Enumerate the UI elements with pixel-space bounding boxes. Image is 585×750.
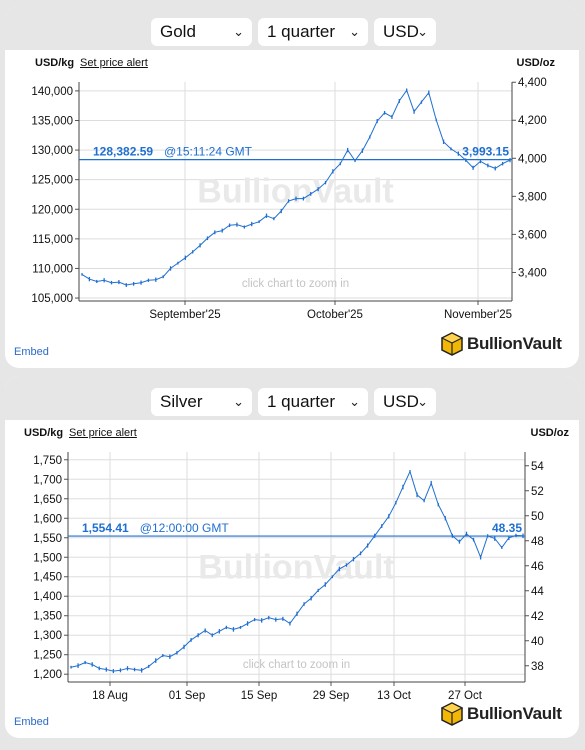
- metal-select[interactable]: Silver ⌄: [151, 388, 252, 416]
- unit-right-label: USD/oz: [530, 427, 570, 439]
- y-tick-label: 1,250: [33, 650, 62, 662]
- x-tick-label: 29 Sep: [313, 690, 349, 702]
- current-price-value: 128,382.59: [93, 145, 153, 159]
- period-select-value: 1 quarter: [267, 22, 336, 41]
- y-tick-label: 110,000: [32, 263, 73, 275]
- y2-tick-label: 4,200: [518, 115, 547, 127]
- y-tick-label: 1,300: [33, 630, 62, 642]
- chevron-down-icon: ⌄: [349, 24, 360, 39]
- embed-link[interactable]: Embed: [14, 716, 49, 728]
- currency-select[interactable]: USD ⌄: [374, 388, 436, 416]
- chevron-down-icon: ⌄: [233, 24, 244, 39]
- currency-select-value: USD: [383, 392, 419, 411]
- silver-price-chart[interactable]: 1,200 1,250 1,300 1,350 1,400 1,450 1,500 1,550…: [5, 444, 579, 714]
- y2-tick-label: 46: [531, 561, 544, 573]
- bullionvault-cube-icon: [441, 332, 463, 356]
- current-price-value: 1,554.41: [82, 521, 129, 535]
- y-tick-label: 1,600: [33, 513, 62, 525]
- y-tick-label: 1,350: [33, 611, 62, 623]
- gold-price-chart[interactable]: 105,000 110,000 115,000 120,000 125,000 130,0…: [5, 74, 579, 344]
- set-price-alert-link[interactable]: Set price alert: [69, 427, 137, 439]
- y-tick-label: 1,700: [33, 474, 62, 486]
- zoom-hint-text: click chart to zoom in: [242, 278, 349, 290]
- current-price-time: @15:11:24 GMT: [164, 145, 253, 159]
- y2-tick-label: 50: [531, 511, 544, 523]
- y2-tick-label: 38: [531, 661, 544, 673]
- y2-tick-label: 3,800: [518, 191, 547, 203]
- unit-left-label: USD/kg: [35, 57, 75, 69]
- current-price-oz: 3,993.15: [462, 145, 509, 159]
- y2-tick-label: 54: [531, 461, 544, 473]
- x-tick-label: 27 Oct: [448, 690, 483, 702]
- y2-tick-label: 3,400: [518, 267, 547, 279]
- y2-tick-label: 52: [531, 486, 544, 498]
- price-series-line: [70, 470, 524, 672]
- current-price-time: @12:00:00 GMT: [140, 521, 230, 535]
- zoom-hint-text: click chart to zoom in: [243, 659, 350, 671]
- x-tick-label: September'25: [149, 309, 220, 321]
- y-tick-label: 130,000: [31, 145, 73, 157]
- y2-tick-label: 48: [531, 536, 544, 548]
- y-tick-label: 1,400: [33, 591, 62, 603]
- x-tick-label: 13 Oct: [377, 690, 412, 702]
- set-price-alert-link[interactable]: Set price alert: [80, 57, 148, 69]
- y2-tick-label: 4,400: [518, 77, 547, 89]
- y-tick-label: 125,000: [31, 175, 73, 187]
- silver-controls-bar: Silver ⌄ 1 quarter ⌄ USD ⌄: [5, 376, 579, 420]
- chevron-down-icon: ⌄: [349, 394, 360, 409]
- unit-right-label: USD/oz: [516, 57, 556, 69]
- gold-controls-bar: Gold ⌄ 1 quarter ⌄ USD ⌄: [5, 6, 579, 50]
- bullionvault-logo: BullionVault: [441, 702, 562, 726]
- y-tick-label: 120,000: [31, 204, 73, 216]
- y-tick-label: 1,550: [33, 533, 62, 545]
- currency-select-value: USD: [383, 22, 419, 41]
- y2-tick-label: 3,600: [518, 229, 547, 241]
- period-select[interactable]: 1 quarter ⌄: [258, 388, 368, 416]
- embed-link[interactable]: Embed: [14, 346, 49, 358]
- metal-select[interactable]: Gold ⌄: [151, 18, 252, 46]
- metal-select-value: Gold: [160, 22, 196, 41]
- y-tick-label: 105,000: [31, 293, 73, 305]
- y2-tick-label: 44: [531, 586, 544, 598]
- x-tick-label: October'25: [307, 309, 363, 321]
- x-tick-label: 01 Sep: [169, 690, 205, 702]
- price-series-line: [81, 89, 511, 286]
- current-price-oz: 48.35: [492, 521, 522, 535]
- silver-chart-panel: Silver ⌄ 1 quarter ⌄ USD ⌄ USD/kg Set pr…: [5, 376, 579, 738]
- y-tick-label: 140,000: [31, 86, 73, 98]
- x-tick-label: 18 Aug: [92, 690, 128, 702]
- period-select-value: 1 quarter: [267, 392, 336, 411]
- y-tick-label: 135,000: [31, 115, 73, 127]
- unit-left-label: USD/kg: [24, 427, 64, 439]
- y2-tick-label: 42: [531, 611, 544, 623]
- bullionvault-logo-text: BullionVault: [467, 704, 562, 723]
- watermark-text: BullionVault: [197, 172, 393, 210]
- y-tick-label: 1,200: [33, 669, 62, 681]
- y-tick-label: 1,650: [33, 494, 62, 506]
- y-tick-label: 1,750: [33, 455, 62, 467]
- y2-tick-label: 40: [531, 636, 544, 648]
- y-tick-label: 115,000: [32, 234, 73, 246]
- y-tick-label: 1,450: [33, 572, 62, 584]
- chevron-down-icon: ⌄: [417, 24, 428, 39]
- period-select[interactable]: 1 quarter ⌄: [258, 18, 368, 46]
- bullionvault-logo: BullionVault: [441, 332, 562, 356]
- bullionvault-cube-icon: [441, 702, 463, 726]
- gold-chart-panel: Gold ⌄ 1 quarter ⌄ USD ⌄ USD/kg Set pric…: [5, 6, 579, 368]
- chevron-down-icon: ⌄: [233, 394, 244, 409]
- x-tick-label: November'25: [444, 309, 512, 321]
- currency-select[interactable]: USD ⌄: [374, 18, 436, 46]
- y2-tick-label: 4,000: [518, 153, 547, 165]
- chevron-down-icon: ⌄: [417, 394, 428, 409]
- metal-select-value: Silver: [160, 392, 203, 411]
- x-tick-label: 15 Sep: [241, 690, 277, 702]
- watermark-text: BullionVault: [198, 549, 394, 587]
- bullionvault-logo-text: BullionVault: [467, 334, 562, 353]
- y-tick-label: 1,500: [33, 552, 62, 564]
